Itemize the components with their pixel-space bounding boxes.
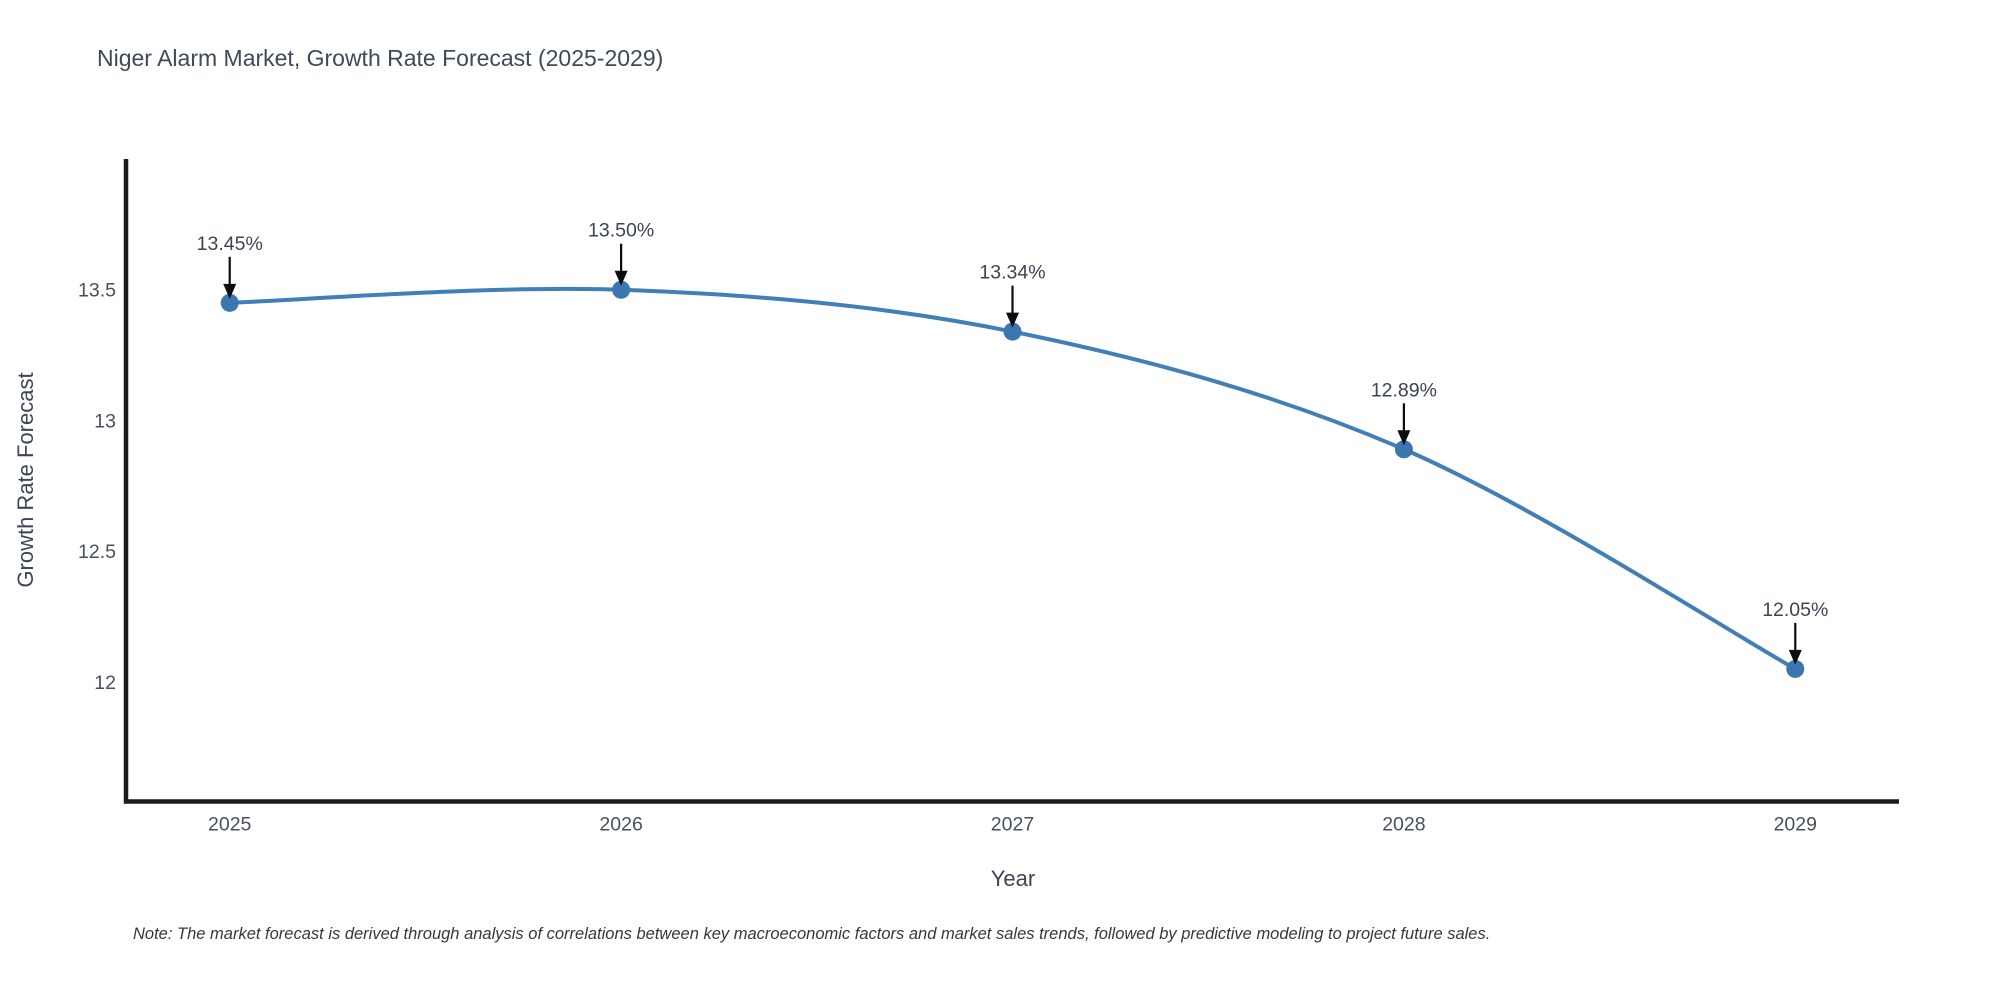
series-layer [220, 280, 1805, 678]
data-point-marker [1786, 659, 1805, 678]
annotation-label: 13.34% [979, 262, 1045, 284]
data-point-marker [612, 280, 631, 299]
annotation-arrow-head [614, 270, 628, 286]
data-line [227, 286, 1798, 671]
x-axis-title: Year [991, 866, 1035, 891]
axes-layer: 12 12.5 13 13.5 2025 2026 2027 2028 2029 [78, 159, 1899, 836]
x-tick-label: 2029 [1774, 814, 1817, 836]
data-point-marker [1003, 322, 1022, 341]
y-tick-label: 13.5 [78, 280, 116, 302]
x-tick-label: 2027 [991, 814, 1034, 836]
x-tick-label: 2025 [208, 814, 252, 836]
y-axis-title: Growth Rate Forecast [13, 372, 38, 587]
annotation-arrow-head [1788, 649, 1802, 665]
y-tick-label: 12 [94, 672, 116, 694]
annotation-arrow-head [223, 283, 237, 299]
y-tick-label: 12.5 [78, 541, 116, 563]
y-tick-label: 13 [94, 410, 116, 432]
annotation-label: 12.05% [1762, 599, 1828, 621]
chart-title: Niger Alarm Market, Growth Rate Forecast… [97, 45, 663, 71]
annotation-label: 13.45% [197, 233, 263, 255]
data-point-marker [1394, 440, 1413, 459]
axis-line [123, 159, 1899, 804]
annotation-label: 13.50% [588, 220, 654, 242]
x-tick-label: 2028 [1382, 814, 1425, 836]
annotation-arrow-head [1397, 430, 1411, 446]
x-tick-label: 2026 [599, 814, 642, 836]
data-point-marker [220, 293, 239, 312]
chart-note: Note: The market forecast is derived thr… [133, 925, 1490, 943]
annotation-arrow-head [1006, 312, 1019, 328]
annotation-layer: 13.45% 13.50% 13.34% 12.89% 12.05% [197, 220, 1828, 665]
annotation-label: 12.89% [1371, 379, 1437, 401]
